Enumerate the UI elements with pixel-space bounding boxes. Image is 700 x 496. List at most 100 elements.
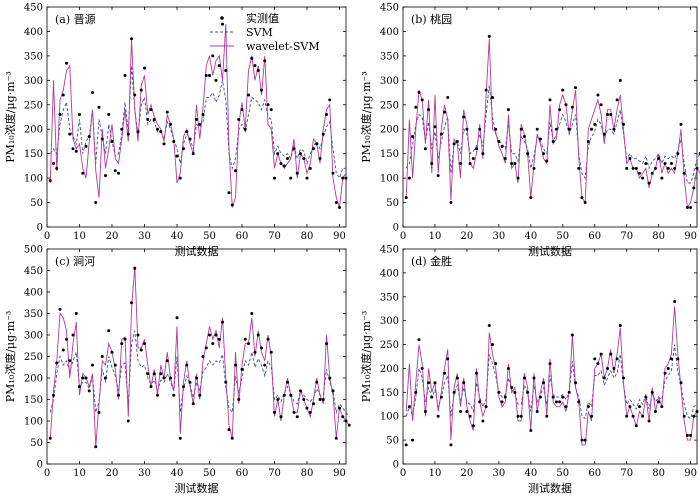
observed-point: [65, 61, 68, 65]
observed-point: [462, 115, 466, 119]
observed-point: [538, 137, 542, 141]
observed-point: [644, 395, 648, 399]
observed-point: [282, 164, 286, 168]
observed-point: [490, 95, 494, 99]
observed-point: [653, 166, 657, 170]
observed-point: [618, 323, 622, 327]
observed-point: [107, 113, 111, 117]
x-tick-label: 0: [44, 468, 50, 479]
observed-point: [417, 338, 421, 342]
observed-point: [208, 73, 211, 77]
observed-point: [449, 201, 453, 205]
observed-point: [641, 414, 645, 418]
observed-point: [615, 98, 619, 102]
observed-point: [182, 385, 185, 389]
observed-point: [535, 127, 539, 131]
observed-point: [631, 414, 635, 418]
observed-point: [471, 157, 475, 161]
observed-point: [468, 161, 472, 165]
observed-point: [657, 400, 661, 404]
y-tick-label: 350: [24, 51, 43, 62]
observed-point: [165, 359, 169, 363]
observed-point: [564, 405, 568, 409]
y-tick-label: 0: [37, 460, 43, 471]
observed-point: [136, 333, 140, 337]
observed-point: [628, 157, 632, 161]
observed-point: [455, 376, 459, 380]
observed-point: [175, 316, 179, 320]
x-tick-label: 30: [493, 468, 506, 479]
observed-point: [276, 152, 280, 156]
x-tick-label: 10: [429, 231, 442, 242]
y-tick-label: 450: [24, 266, 43, 277]
y-axis-label: PM₁₀浓度/μg·m⁻³: [3, 71, 17, 163]
y-tick-label: 400: [24, 288, 43, 299]
observed-point: [522, 135, 526, 139]
observed-point: [201, 355, 205, 358]
observed-point: [315, 380, 319, 384]
observed-point: [71, 147, 75, 151]
legend-observed-label: 实测值: [246, 11, 279, 25]
observed-point: [475, 371, 478, 375]
observed-point: [685, 433, 689, 437]
plot-frame: [402, 6, 698, 228]
observed-point: [52, 161, 55, 165]
observed-point: [71, 333, 75, 337]
observed-point: [178, 176, 182, 180]
y-tick-label: 250: [24, 100, 43, 111]
y-tick-label: 250: [24, 352, 43, 363]
observed-point: [305, 406, 309, 410]
observed-point: [519, 414, 523, 418]
observed-point: [411, 438, 415, 442]
observed-point: [609, 352, 613, 356]
observed-point: [331, 389, 335, 393]
observed-point: [269, 350, 273, 354]
y-tick-label: 50: [30, 198, 43, 209]
observed-point: [234, 169, 237, 173]
observed-point: [52, 393, 55, 397]
x-tick-label: 70: [620, 468, 633, 479]
observed-point: [439, 395, 443, 399]
observed-point: [574, 381, 578, 385]
svm-series-line: [49, 330, 350, 417]
observed-point: [452, 142, 456, 146]
observed-point: [414, 105, 418, 109]
y-tick-label: 100: [380, 412, 399, 423]
observed-point: [676, 152, 680, 156]
observed-point: [247, 342, 250, 346]
observed-point: [542, 381, 546, 385]
observed-point: [586, 139, 590, 143]
legend-wsvm-label: wavelet-SVM: [246, 40, 320, 53]
observed-point: [593, 357, 597, 361]
observed-point: [201, 113, 205, 117]
y-tick-label: 200: [380, 125, 399, 136]
observed-point: [117, 393, 120, 397]
observed-point: [113, 363, 117, 367]
observed-point: [561, 88, 565, 92]
observed-point: [104, 376, 107, 380]
observed-point: [574, 86, 578, 90]
observed-point: [146, 117, 150, 121]
observed-point: [542, 152, 546, 156]
observed-point: [490, 343, 494, 347]
observed-point: [107, 329, 111, 333]
observed-point: [510, 161, 514, 165]
y-tick-label: 300: [24, 331, 43, 342]
observed-point: [497, 139, 501, 143]
observed-point: [230, 203, 234, 207]
x-tick-label: 30: [138, 231, 151, 242]
y-tick-label: 0: [37, 223, 43, 234]
observed-point: [532, 166, 536, 170]
observed-point: [165, 110, 169, 114]
observed-point: [526, 390, 530, 394]
observed-point: [637, 405, 641, 409]
observed-point: [110, 139, 114, 143]
observed-point: [344, 419, 348, 423]
observed-point: [149, 385, 153, 389]
x-tick-label: 40: [524, 231, 537, 242]
observed-point: [68, 359, 72, 363]
observed-point: [162, 142, 166, 146]
observed-point: [484, 88, 488, 92]
observed-point: [87, 389, 91, 393]
